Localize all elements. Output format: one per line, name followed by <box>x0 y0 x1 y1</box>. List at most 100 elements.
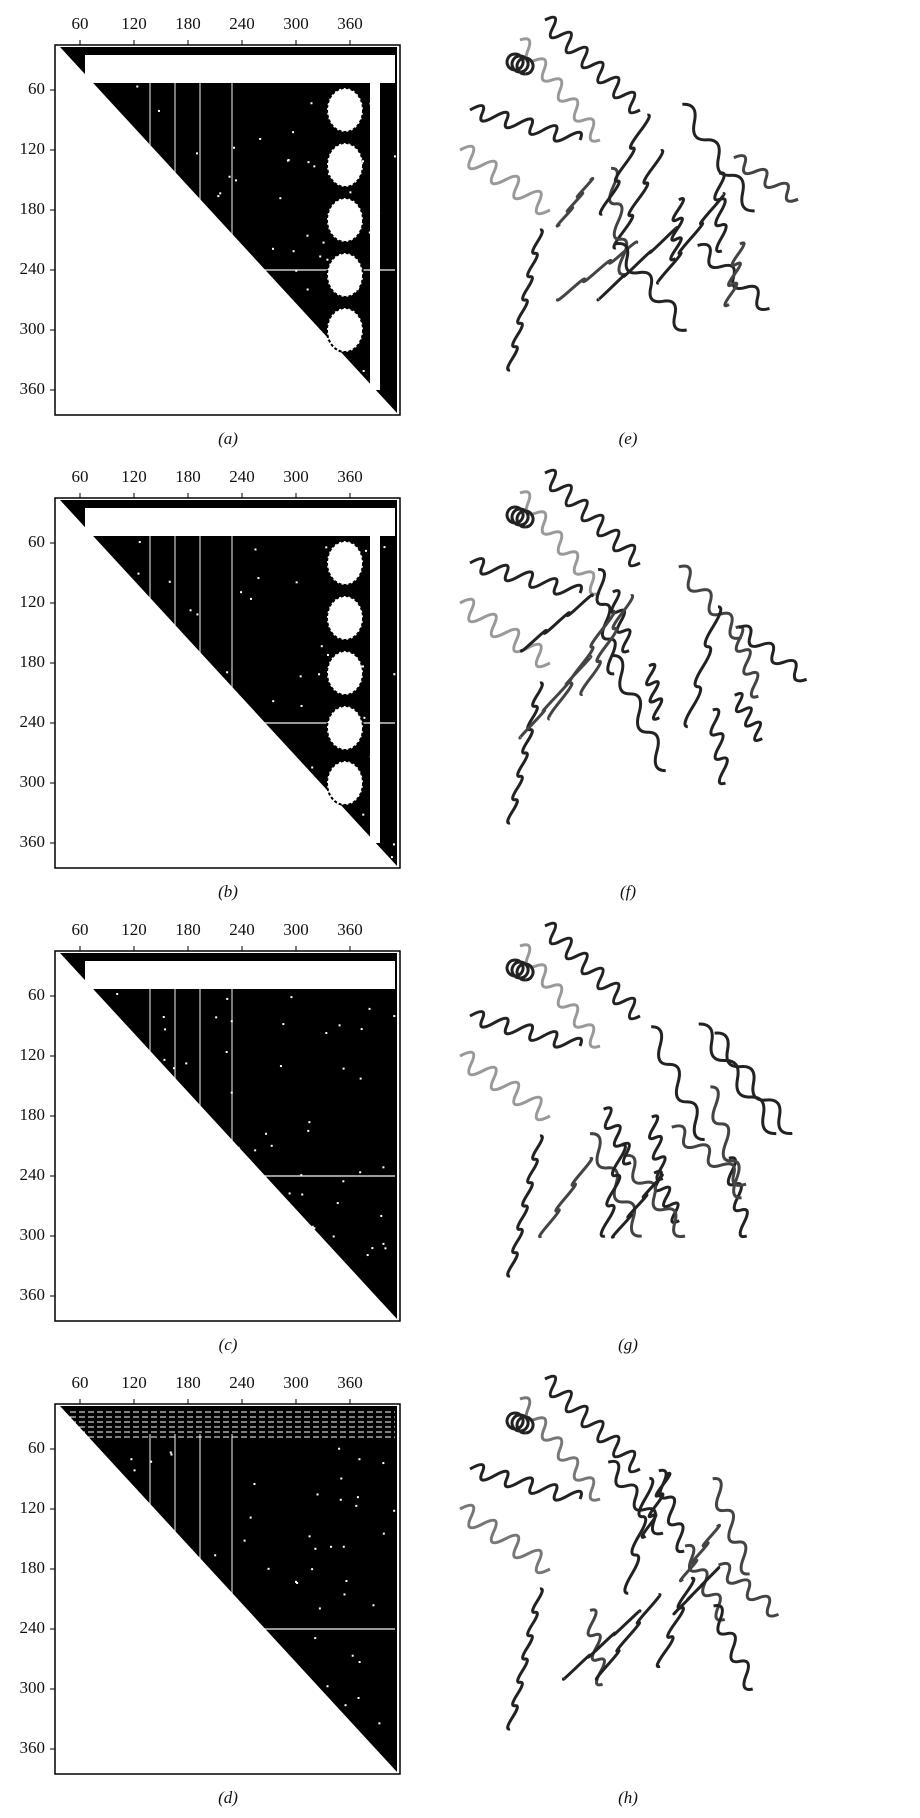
map-blob <box>326 142 364 188</box>
contact-map-panel: 60 120 180 240 300 360 60 120 180 240 300 360 (c) <box>20 920 401 1354</box>
ribbon <box>733 154 799 203</box>
map-speckle <box>243 1539 246 1542</box>
panel-label: (h) <box>618 1788 638 1807</box>
ribbon <box>506 681 544 825</box>
map-speckle <box>355 1504 358 1507</box>
map-speckle <box>257 577 260 580</box>
x-tick-label: 360 <box>337 467 363 486</box>
map-speckle <box>307 1129 310 1132</box>
ribbon <box>610 589 632 654</box>
ribbon <box>555 176 595 228</box>
ribbon <box>710 1085 742 1200</box>
ribbon <box>555 240 639 302</box>
map-speckle <box>254 548 257 551</box>
ribbon <box>506 1134 544 1278</box>
map-speckle <box>313 1227 316 1230</box>
map-speckle <box>339 1498 342 1501</box>
map-speckle <box>363 716 366 719</box>
map-speckle <box>318 673 321 676</box>
map-speckle <box>356 288 359 291</box>
ribbon <box>683 605 723 729</box>
map-speckle <box>377 263 380 266</box>
map-speckle <box>271 247 274 250</box>
map-speckle <box>185 1062 188 1065</box>
map-speckle <box>366 1254 369 1257</box>
contact-map-panel: 60 120 180 240 300 360 60 120 180 240 300 360 (b) <box>20 467 401 901</box>
map-speckle <box>369 102 372 105</box>
panel-label: (b) <box>218 882 238 901</box>
map-speckle <box>164 1028 167 1031</box>
x-tick-label: 300 <box>283 467 309 486</box>
map-speckle <box>267 1567 270 1570</box>
map-speckle <box>328 730 331 733</box>
map-speckle <box>393 1015 396 1018</box>
contact-map-panel: 60 120 180 240 300 360 60 120 180 240 300 360 (a) <box>20 14 401 448</box>
ribbon <box>723 241 746 308</box>
ribbon <box>610 1173 664 1239</box>
map-speckle <box>329 672 332 675</box>
map-speckle <box>332 1235 335 1238</box>
ribbon <box>623 1476 655 1595</box>
map-speckle <box>378 211 381 214</box>
y-tick-label: 360 <box>20 1285 46 1304</box>
x-tick-label: 240 <box>229 920 255 939</box>
map-speckle <box>172 1067 175 1070</box>
x-tick-label: 360 <box>337 14 363 33</box>
ribbon <box>678 564 742 640</box>
map-speckle <box>325 546 328 549</box>
map-speckle <box>234 179 237 182</box>
map-speckle <box>162 1015 165 1018</box>
map-speckle <box>343 162 346 165</box>
ribbon <box>733 691 763 743</box>
map-speckle <box>359 1171 362 1174</box>
ribbon <box>595 568 617 676</box>
map-speckle <box>233 146 236 149</box>
map-speckle <box>368 1007 371 1010</box>
map-band-bar <box>88 47 323 54</box>
y-tick-label: 60 <box>28 1438 45 1457</box>
map-blob <box>326 595 364 641</box>
ribbon <box>538 1156 594 1239</box>
map-speckle <box>314 1637 317 1640</box>
map-triangle <box>60 47 397 413</box>
x-tick-label: 60 <box>72 1373 89 1392</box>
map-speckle <box>270 1144 273 1147</box>
map-triangle <box>60 1406 397 1772</box>
ribbon <box>623 1153 686 1239</box>
y-tick-label: 360 <box>20 379 46 398</box>
map-speckle <box>130 1458 133 1461</box>
map-speckle <box>307 161 310 164</box>
ribbon <box>713 171 728 254</box>
map-speckle <box>311 1225 314 1228</box>
map-speckle <box>301 1193 304 1196</box>
map-speckle <box>311 1568 314 1571</box>
contact-map-panel: 60 120 180 240 300 360 60 120 180 240 300 360 (d) <box>20 1373 401 1807</box>
map-blob <box>326 540 364 586</box>
map-speckle <box>342 1067 345 1070</box>
ribbon <box>651 1025 705 1141</box>
map-speckle <box>311 766 314 769</box>
ribbon <box>469 104 583 143</box>
y-tick-label: 60 <box>28 985 45 1004</box>
map-speckle <box>370 375 373 378</box>
panel-label: (d) <box>218 1788 238 1807</box>
map-speckle <box>249 597 252 600</box>
ribbon <box>714 1031 793 1135</box>
map-speckle <box>300 704 303 707</box>
y-tick-label: 120 <box>20 592 46 611</box>
panel-label: (e) <box>619 429 638 448</box>
map-speckle <box>308 1121 311 1124</box>
map-speckle <box>217 195 220 198</box>
map-speckle <box>299 675 302 678</box>
map-speckle <box>225 1051 228 1054</box>
ribbon <box>608 166 629 277</box>
x-tick-label: 180 <box>175 467 201 486</box>
y-tick-label: 360 <box>20 832 46 851</box>
map-speckle <box>230 1091 233 1094</box>
x-tick-label: 60 <box>72 467 89 486</box>
y-tick-label: 300 <box>20 319 46 338</box>
x-tick-label: 180 <box>175 920 201 939</box>
map-speckle <box>358 1458 361 1461</box>
ribbon <box>506 1587 544 1731</box>
panel-label: (g) <box>618 1335 638 1354</box>
